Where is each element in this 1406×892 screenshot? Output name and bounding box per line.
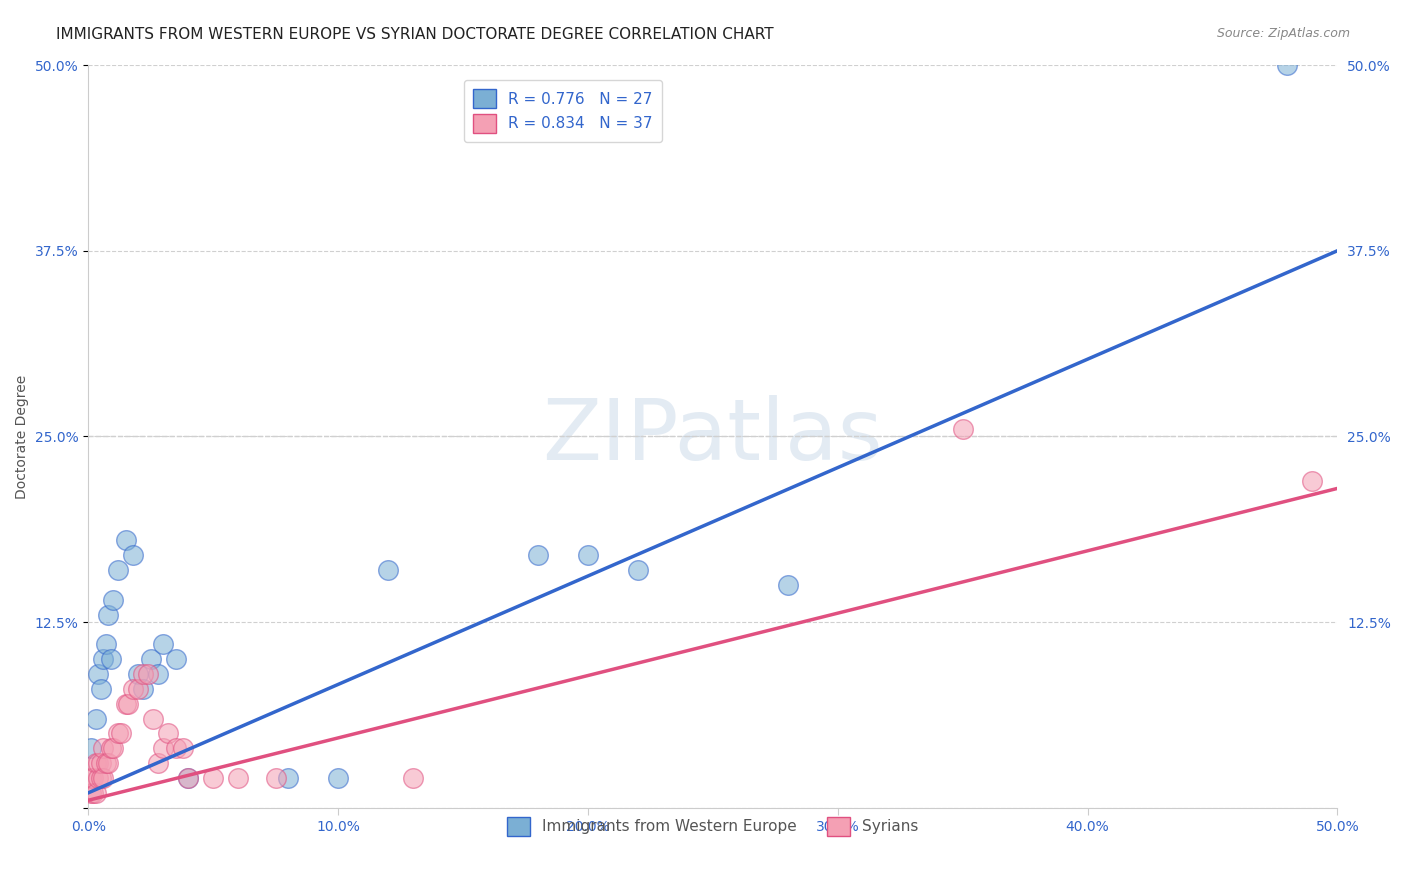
Point xyxy=(146,756,169,771)
Point xyxy=(127,667,149,681)
Point xyxy=(84,712,107,726)
Point xyxy=(952,422,974,436)
Point xyxy=(91,652,114,666)
Point xyxy=(157,726,180,740)
Point xyxy=(101,592,124,607)
Point xyxy=(277,771,299,785)
Point xyxy=(127,681,149,696)
Point xyxy=(82,786,104,800)
Point xyxy=(94,637,117,651)
Text: IMMIGRANTS FROM WESTERN EUROPE VS SYRIAN DOCTORATE DEGREE CORRELATION CHART: IMMIGRANTS FROM WESTERN EUROPE VS SYRIAN… xyxy=(56,27,773,42)
Point xyxy=(97,756,120,771)
Point xyxy=(94,756,117,771)
Point xyxy=(79,786,101,800)
Point xyxy=(100,741,122,756)
Point xyxy=(84,756,107,771)
Point xyxy=(165,652,187,666)
Point xyxy=(226,771,249,785)
Point xyxy=(326,771,349,785)
Point xyxy=(122,548,145,562)
Point xyxy=(627,563,650,577)
Point xyxy=(776,578,799,592)
Point xyxy=(117,697,139,711)
Point xyxy=(1277,58,1299,72)
Point xyxy=(101,741,124,756)
Text: ZIPatlas: ZIPatlas xyxy=(543,395,883,478)
Point xyxy=(91,741,114,756)
Point xyxy=(177,771,200,785)
Point xyxy=(172,741,194,756)
Point xyxy=(107,726,129,740)
Point xyxy=(136,667,159,681)
Point xyxy=(146,667,169,681)
Legend: Immigrants from Western Europe, Syrians: Immigrants from Western Europe, Syrians xyxy=(498,807,928,845)
Point xyxy=(402,771,425,785)
Point xyxy=(527,548,550,562)
Point xyxy=(139,652,162,666)
Point xyxy=(87,771,110,785)
Point xyxy=(79,771,101,785)
Y-axis label: Doctorate Degree: Doctorate Degree xyxy=(15,375,30,499)
Point xyxy=(87,667,110,681)
Point xyxy=(122,681,145,696)
Point xyxy=(110,726,132,740)
Point xyxy=(142,712,165,726)
Point xyxy=(114,697,136,711)
Point xyxy=(84,786,107,800)
Point xyxy=(100,652,122,666)
Point xyxy=(377,563,399,577)
Point xyxy=(152,741,174,756)
Point xyxy=(97,607,120,622)
Point xyxy=(152,637,174,651)
Text: Source: ZipAtlas.com: Source: ZipAtlas.com xyxy=(1216,27,1350,40)
Point xyxy=(576,548,599,562)
Point xyxy=(91,771,114,785)
Point xyxy=(90,771,112,785)
Point xyxy=(79,741,101,756)
Point xyxy=(87,756,110,771)
Point xyxy=(132,681,155,696)
Point xyxy=(177,771,200,785)
Point xyxy=(114,533,136,548)
Point xyxy=(264,771,287,785)
Point xyxy=(132,667,155,681)
Point xyxy=(90,756,112,771)
Point xyxy=(1301,474,1323,488)
Point xyxy=(165,741,187,756)
Point xyxy=(82,771,104,785)
Point xyxy=(107,563,129,577)
Point xyxy=(202,771,225,785)
Point xyxy=(90,681,112,696)
